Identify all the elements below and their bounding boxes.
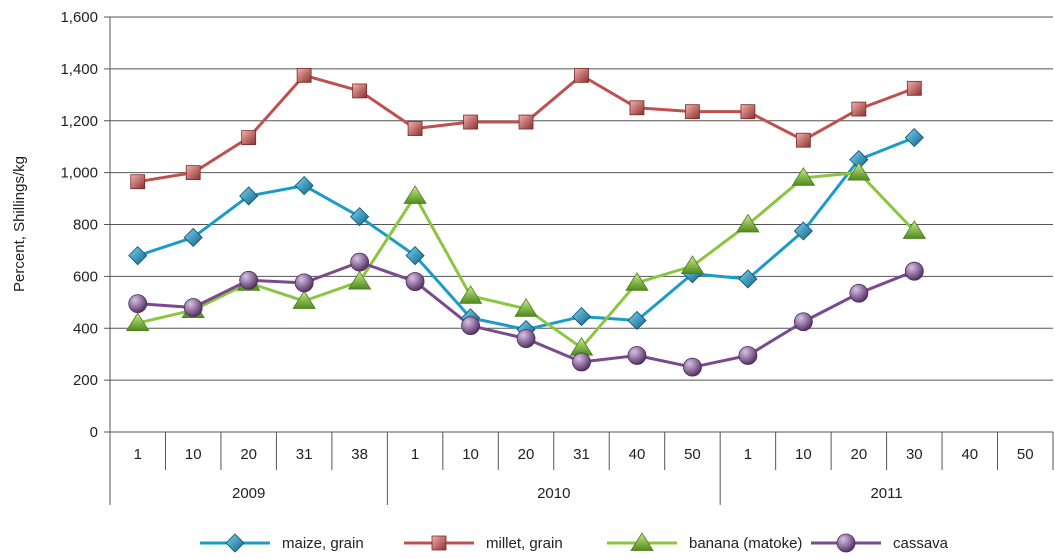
axes: 0 200 400 600 800 1,000 1,200 1,400 1,600 1 10 20 31… [60, 9, 1054, 505]
data-point-1 [294, 176, 314, 196]
x-tick-label: 40 [629, 446, 646, 463]
data-point-4 [183, 298, 203, 317]
x-group-label: 2010 [537, 485, 570, 502]
data-point-1 [627, 310, 647, 331]
x-group-label: 2009 [232, 485, 265, 502]
data-point-1 [128, 246, 148, 266]
data-point-2 [851, 101, 867, 117]
data-point-4 [294, 273, 314, 293]
y-tick-label: 800 [73, 217, 98, 234]
data-point-4 [350, 252, 370, 272]
data-point-3 [680, 255, 705, 274]
y-tick-label: 1,000 [60, 165, 98, 182]
data-point-2 [407, 121, 423, 136]
x-tick-label: 10 [795, 446, 812, 463]
data-point-3 [126, 312, 150, 331]
data-point-4 [793, 312, 813, 332]
data-point-1 [793, 221, 813, 241]
data-point-3 [736, 213, 760, 233]
x-tick-label: 50 [1017, 446, 1034, 463]
x-tick-label: 40 [961, 446, 978, 463]
data-point-2 [906, 80, 922, 96]
data-point-4 [738, 346, 758, 365]
data-point-2 [795, 132, 811, 148]
legend-label: maize, grain [282, 535, 364, 552]
y-tick-label: 600 [73, 268, 98, 285]
data-point-4 [904, 261, 924, 281]
data-point-4 [516, 329, 536, 349]
legend-marker [630, 532, 654, 551]
data-point-4 [683, 357, 702, 377]
y-tick-label: 0 [90, 424, 98, 441]
data-point-1 [571, 307, 592, 327]
data-point-3 [514, 298, 538, 317]
x-group-label: 2011 [870, 485, 902, 502]
data-point-2 [185, 165, 201, 181]
legend-label: banana (matoke) [689, 535, 802, 552]
data-point-1 [183, 227, 203, 248]
data-point-2 [241, 130, 257, 146]
data-point-3 [902, 220, 927, 239]
data-point-2 [574, 67, 589, 83]
data-point-4 [239, 270, 259, 290]
series-markers [126, 67, 927, 377]
data-point-3 [791, 167, 816, 186]
data-point-3 [403, 185, 427, 204]
x-tick-label: 20 [240, 446, 257, 463]
legend-label: cassava [893, 535, 949, 552]
x-tick-label: 10 [185, 446, 202, 463]
x-tick-label: 31 [296, 446, 313, 463]
data-point-4 [572, 352, 591, 372]
x-tick-label: 50 [684, 446, 701, 463]
data-point-4 [849, 283, 869, 303]
data-point-2 [463, 114, 478, 130]
data-point-1 [904, 128, 924, 148]
y-tick-label: 1,600 [60, 9, 98, 26]
legend: maize, grain millet, grain banana (matoke)… [200, 532, 949, 553]
data-point-3 [292, 290, 316, 309]
data-point-4 [627, 346, 647, 365]
data-point-1 [350, 207, 370, 227]
y-tick-label: 1,400 [60, 61, 98, 78]
legend-marker [225, 533, 245, 553]
y-tick-label: 200 [73, 372, 98, 389]
data-point-1 [405, 246, 425, 266]
data-point-2 [518, 114, 534, 130]
y-tick-label: 1,200 [60, 113, 98, 130]
data-point-3 [458, 285, 483, 304]
data-point-2 [685, 104, 700, 120]
x-tick-label: 38 [351, 446, 368, 463]
legend-label: millet, grain [486, 535, 563, 552]
data-point-3 [625, 272, 649, 291]
x-tick-label: 20 [851, 446, 868, 463]
data-point-1 [738, 269, 758, 289]
gridlines [110, 16, 1053, 433]
legend-marker [836, 533, 856, 553]
data-point-2 [352, 83, 368, 99]
data-point-4 [461, 316, 480, 336]
x-tick-label: 30 [906, 446, 923, 463]
data-point-3 [847, 161, 871, 181]
x-tick-label: 1 [411, 446, 419, 463]
data-point-1 [239, 186, 259, 206]
data-point-2 [130, 174, 146, 190]
data-point-4 [405, 272, 425, 291]
x-tick-label: 1 [744, 446, 752, 463]
x-tick-label: 20 [518, 446, 535, 463]
data-point-2 [296, 67, 312, 83]
x-tick-label: 10 [462, 446, 479, 463]
data-point-2 [740, 104, 756, 120]
data-point-4 [128, 294, 148, 314]
y-axis-title: Percent, Shillings/kg [11, 156, 28, 292]
x-tick-label: 31 [573, 446, 590, 463]
legend-marker [431, 535, 447, 551]
x-tick-label: 1 [134, 446, 142, 463]
data-point-2 [629, 100, 645, 116]
y-tick-label: 400 [73, 320, 98, 337]
data-point-3 [347, 270, 372, 290]
